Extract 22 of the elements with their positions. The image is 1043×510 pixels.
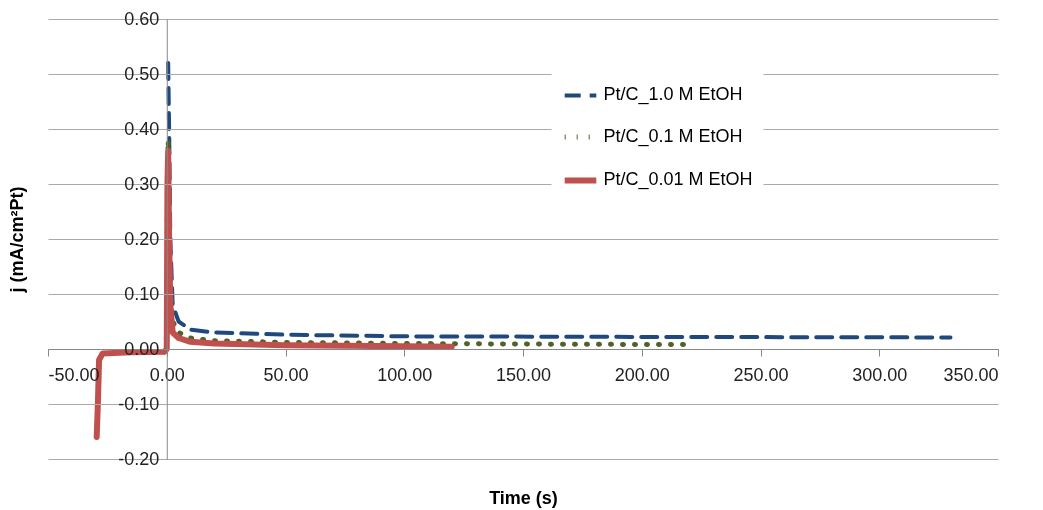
x-tick-label: 300.00 xyxy=(852,364,908,385)
y-tick-label: 0.10 xyxy=(124,283,160,304)
legend-label: Pt/C_1.0 M EtOH xyxy=(603,84,743,106)
x-tick-label: 250.00 xyxy=(733,364,789,385)
legend-label: Pt/C_0.1 M EtOH xyxy=(603,125,743,147)
y-tick-label: 0.50 xyxy=(124,63,160,84)
y-tick-label: -0.10 xyxy=(118,393,160,414)
x-tick-label: 350.00 xyxy=(943,364,999,385)
legend-label: Pt/C_0.01 M EtOH xyxy=(603,169,753,191)
y-tick-label: 0.60 xyxy=(124,8,160,29)
y-tick-label: 0.30 xyxy=(124,173,160,194)
y-tick-label: 0.40 xyxy=(124,118,160,139)
y-tick-label: 0.20 xyxy=(124,228,160,249)
line-series xyxy=(166,61,953,340)
x-tick-label: 50.00 xyxy=(263,364,309,385)
x-axis-title: Time (s) xyxy=(489,487,558,508)
x-tick-label: 200.00 xyxy=(614,364,670,385)
x-tick-label: 0.00 xyxy=(149,364,185,385)
x-tick-label: 150.00 xyxy=(495,364,552,385)
y-tick-label: -0.20 xyxy=(118,448,160,469)
x-tick-label: 100.00 xyxy=(377,364,433,385)
y-axis-title: j (mA/cm²Pt) xyxy=(6,186,27,294)
